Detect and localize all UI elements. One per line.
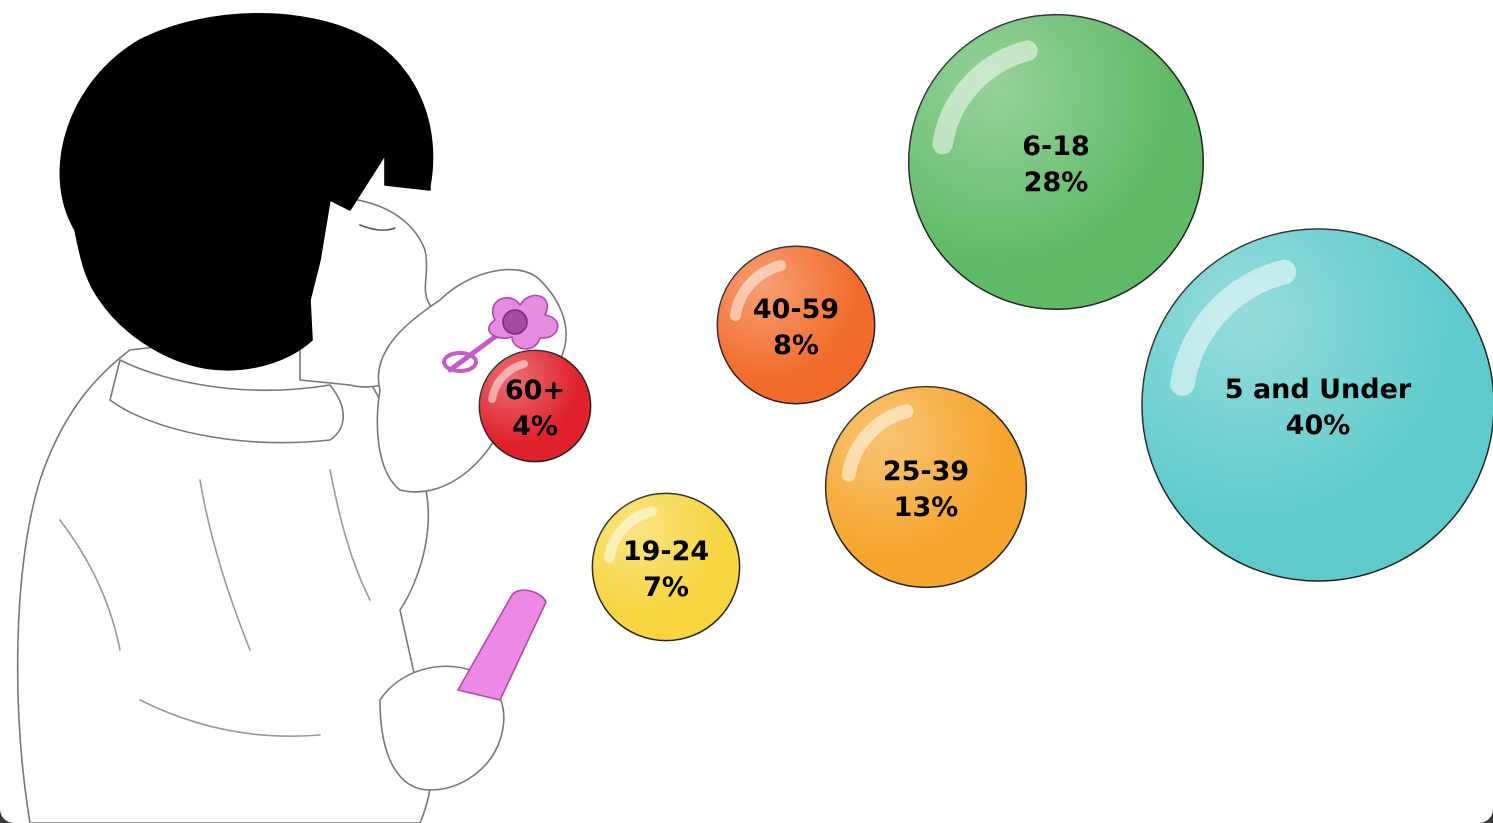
bubble-shine xyxy=(1142,229,1493,581)
sweater-collar xyxy=(109,359,344,444)
bubble-shine xyxy=(592,493,740,641)
bubble-value-label: 4% xyxy=(512,411,558,442)
bubble-highlight xyxy=(604,506,657,564)
bubble-shine xyxy=(717,246,875,404)
bubble-value-label: 7% xyxy=(643,572,689,603)
bubble-highlight xyxy=(932,40,1038,155)
bubble-value-label: 8% xyxy=(773,330,819,361)
bubbles-layer: 5 and Under 40% 6-18 28% 19-24 7% 25-39 13% 40-5… xyxy=(478,13,1493,642)
bubble-category-label: 25-39 xyxy=(883,456,969,487)
bubble-value-label: 40% xyxy=(1286,410,1351,441)
bubble-6-18: 6-18 28% xyxy=(907,13,1205,311)
bubble-60-: 60+4% xyxy=(478,349,592,463)
bubble-19-24: 19-24 7% xyxy=(591,492,741,642)
bubble-category-label: 6-18 xyxy=(1022,131,1090,162)
child-illustration xyxy=(16,12,567,823)
bubble-highlight xyxy=(488,360,529,404)
bubble-5-and-under: 5 and Under 40% xyxy=(1141,228,1493,582)
bubble-shine xyxy=(908,14,1204,310)
bubble-highlight xyxy=(729,260,787,321)
bubble-25-39: 25-39 13% xyxy=(824,385,1028,589)
bubble-highlight xyxy=(1170,259,1297,396)
bubble-shine xyxy=(479,350,591,462)
bubble-highlight xyxy=(841,404,914,482)
bubble-category-label: 60+ xyxy=(505,375,565,406)
bubble-category-label: 40-59 xyxy=(753,294,839,325)
bubble-bottle xyxy=(457,589,547,701)
lower-hand xyxy=(379,665,505,791)
bubble-value-label: 28% xyxy=(1024,167,1089,198)
bubble-value-label: 13% xyxy=(894,492,959,523)
bubble-40-59: 40-59 8% xyxy=(716,245,876,405)
wand-ring xyxy=(442,351,478,373)
bubble-category-label: 5 and Under xyxy=(1225,374,1412,405)
hair xyxy=(59,12,434,371)
bubble-category-label: 19-24 xyxy=(623,536,709,567)
bubble-shine xyxy=(825,386,1027,588)
